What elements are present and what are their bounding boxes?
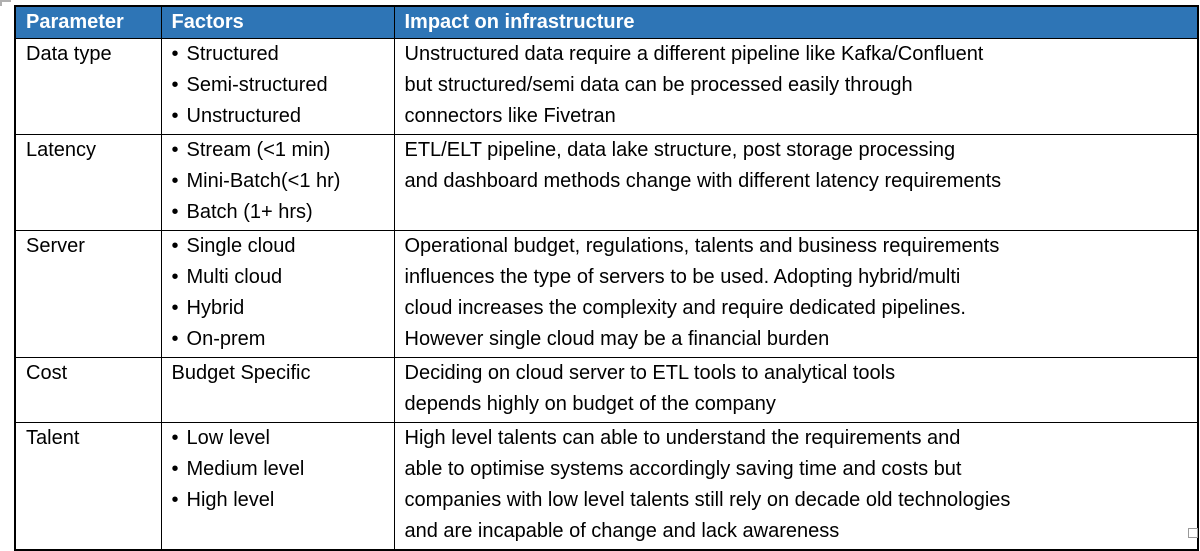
factor-item: Mini-Batch(<1 hr) [172,166,386,197]
column-header-factors: Factors [160,5,395,39]
resize-handle [1188,528,1198,538]
impact-cell: Deciding on cloud server to ETL tools to… [393,357,1199,423]
factor-item: Medium level [172,454,386,485]
parameter-cell: Latency [14,134,162,231]
selection-corner-mark [0,0,11,6]
table-row: LatencyStream (<1 min)Mini-Batch(<1 hr)B… [14,134,1199,231]
factor-item: Budget Specific [171,362,311,384]
column-header-parameter: Parameter [14,5,162,39]
impact-cell: ETL/ELT pipeline, data lake structure, p… [393,134,1199,231]
table-row: Cost Budget Specific Deciding on cloud ser… [14,357,1199,423]
table-row: ServerSingle cloudMulti cloudHybridOn-pr… [14,230,1199,358]
factor-item: High level [172,485,386,516]
factor-item: Low level [172,423,386,454]
factor-item: On-prem [172,324,386,355]
table-body: Data typeStructuredSemi-structuredUnstru… [14,38,1199,551]
impact-text: Unstructured data require a different pi… [404,43,984,127]
parameter-cell: Server [14,230,162,358]
table-row: Data typeStructuredSemi-structuredUnstru… [14,38,1199,135]
factor-item: Unstructured [172,101,386,132]
impact-cell: Unstructured data require a different pi… [393,38,1199,135]
parameter-cell: Data type [14,38,162,135]
factor-item: Stream (<1 min) [172,136,386,167]
table-header: Parameter Factors Impact on infrastructu… [14,5,1199,39]
impact-text: Deciding on cloud server to ETL tools to… [404,362,896,415]
impact-cell: Operational budget, regulations, talents… [393,230,1199,358]
factors-cell: Single cloudMulti cloudHybridOn-prem [160,230,395,358]
parameter-cell: Talent [14,422,162,551]
factor-item: Semi-structured [172,70,386,101]
factors-cell: Budget Specific [160,357,395,423]
factor-item: Structured [172,40,386,71]
factor-item: Batch (1+ hrs) [172,197,386,228]
factor-item: Single cloud [172,232,386,263]
infrastructure-parameters-table: Parameter Factors Impact on infrastructu… [14,5,1199,551]
impact-text: ETL/ELT pipeline, data lake structure, p… [404,139,1002,192]
factor-item: Multi cloud [172,262,386,293]
impact-cell: High level talents can able to understan… [393,422,1199,551]
parameter-cell: Cost [14,357,162,423]
impact-text: High level talents can able to understan… [404,427,1011,542]
factor-item: Hybrid [172,293,386,324]
header-row: Parameter Factors Impact on infrastructu… [14,5,1199,39]
column-header-impact: Impact on infrastructure [393,5,1199,39]
factors-cell: Stream (<1 min)Mini-Batch(<1 hr)Batch (1… [160,134,395,231]
impact-text: Operational budget, regulations, talents… [404,235,1000,350]
